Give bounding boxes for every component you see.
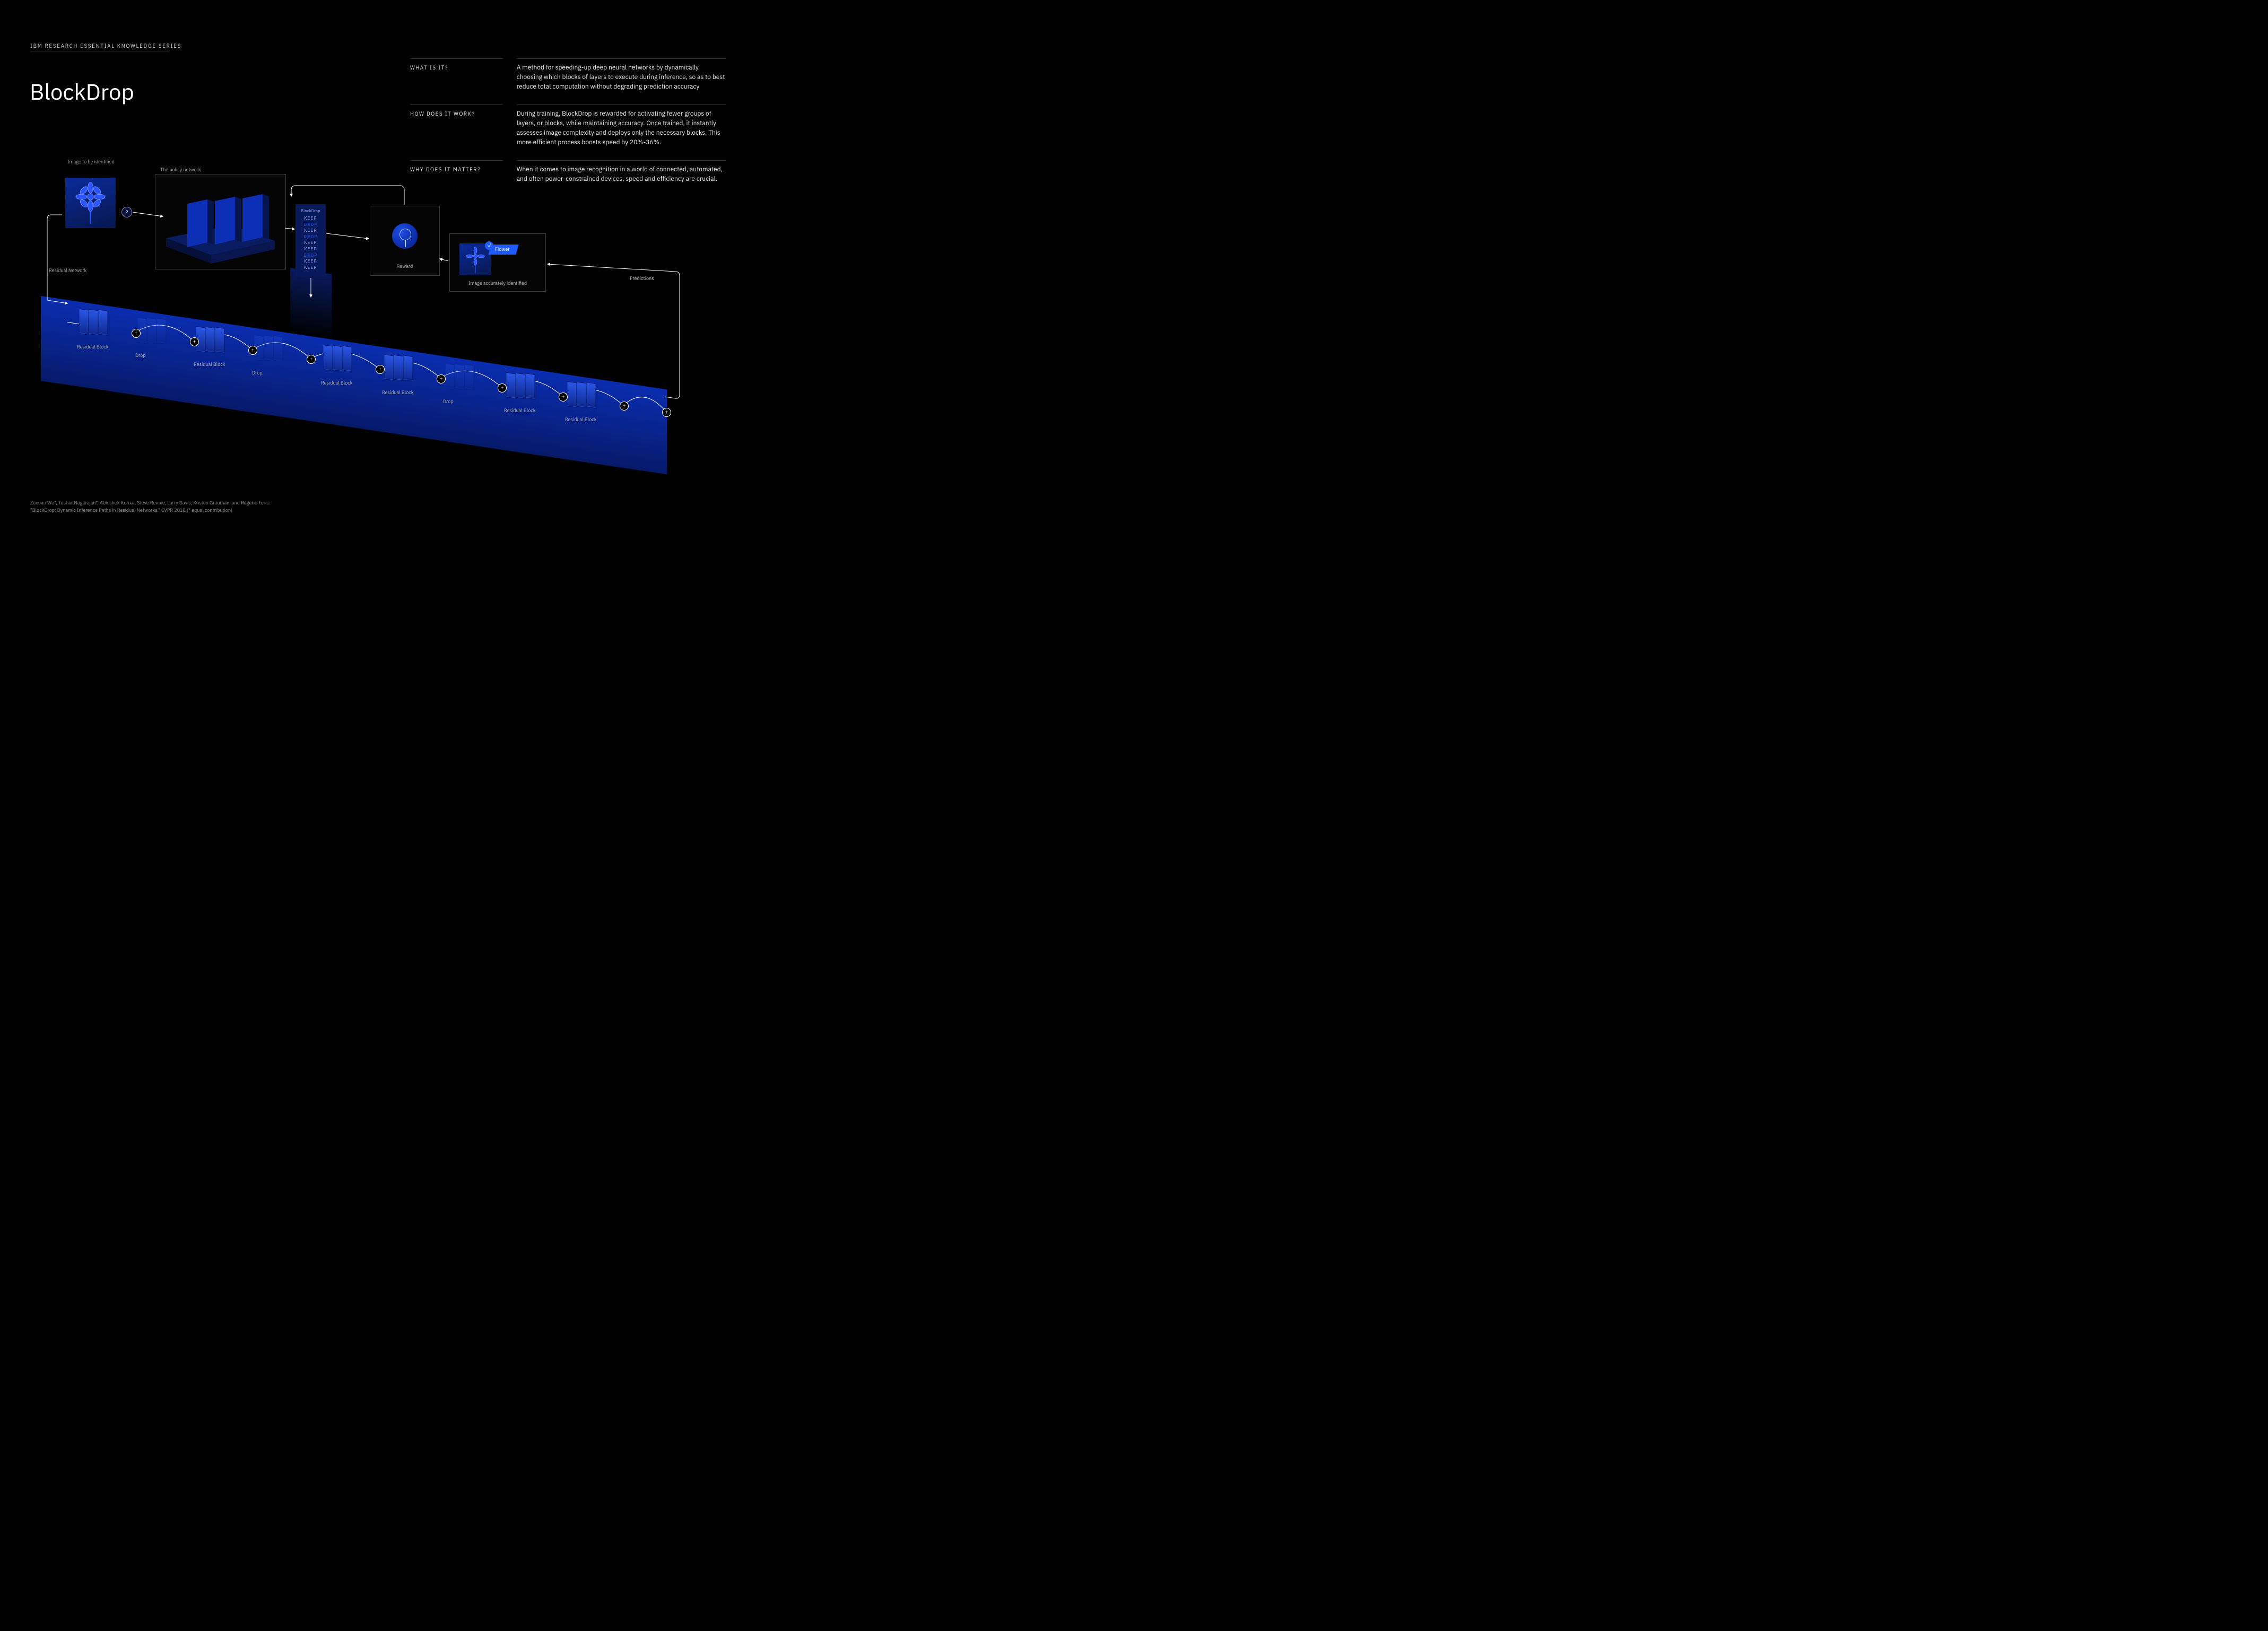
- citation-line: Zuxuan Wu*, Tushar Nagarajan*, Abhishek …: [30, 500, 270, 507]
- qa-answer: A method for speeding-up deep neural net…: [517, 58, 726, 92]
- qa-question: HOW DOES IT WORK?: [410, 104, 503, 147]
- diagram: Image to be identified The policy networ…: [30, 164, 725, 472]
- qa-question: WHAT IS IT?: [410, 58, 503, 92]
- arrows: [30, 164, 725, 472]
- page: IBM RESEARCH ESSENTIAL KNOWLEDGE SERIES …: [0, 0, 756, 544]
- qa-answer: During training, BlockDrop is rewarded f…: [517, 104, 726, 147]
- qa-row: WHAT IS IT? A method for speeding-up dee…: [410, 58, 726, 92]
- citation: Zuxuan Wu*, Tushar Nagarajan*, Abhishek …: [30, 500, 270, 514]
- page-title: BlockDrop: [30, 77, 134, 106]
- citation-line: "BlockDrop: Dynamic Inference Paths in R…: [30, 507, 270, 514]
- series-label: IBM RESEARCH ESSENTIAL KNOWLEDGE SERIES: [30, 42, 181, 49]
- qa-row: HOW DOES IT WORK? During training, Block…: [410, 104, 726, 147]
